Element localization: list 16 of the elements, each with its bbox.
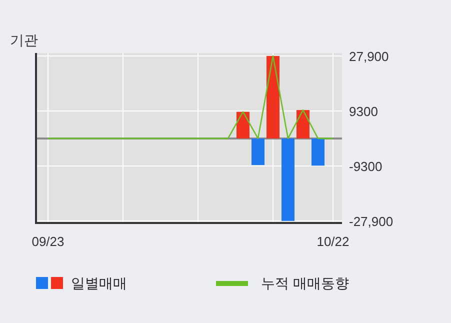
bar [266, 56, 280, 138]
bar [282, 138, 294, 221]
bar [312, 138, 324, 166]
y-tick-label: 9300 [349, 104, 378, 119]
legend-label: 누적 매매동향 [261, 275, 349, 291]
bar [296, 110, 310, 138]
bar [236, 112, 250, 138]
x-tick-label: 09/23 [32, 234, 64, 249]
y-tick-label: -9300 [349, 158, 382, 174]
legend-label: 일별매매 [71, 275, 127, 291]
y-tick-label: -27,900 [349, 214, 394, 229]
x-tick-label: 10/22 [316, 234, 350, 249]
bar [252, 138, 264, 166]
chart-title: 기관 [10, 32, 38, 48]
line-series [47, 55, 334, 140]
y-tick-label: 27,900 [349, 48, 389, 64]
